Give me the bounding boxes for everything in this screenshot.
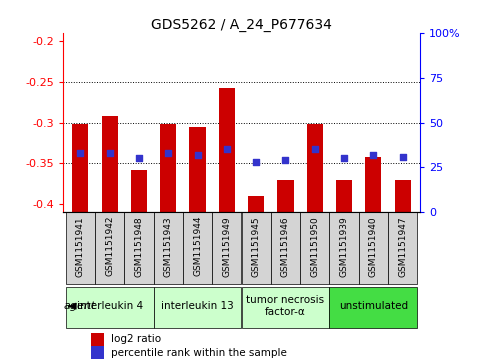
- Bar: [329, 286, 417, 328]
- Bar: [365, 157, 382, 212]
- Bar: [277, 180, 294, 212]
- Title: GDS5262 / A_24_P677634: GDS5262 / A_24_P677634: [151, 18, 332, 32]
- Bar: [219, 88, 235, 212]
- Bar: [95, 212, 124, 284]
- Text: GSM1151948: GSM1151948: [134, 216, 143, 277]
- Bar: [154, 212, 183, 284]
- Point: [311, 147, 319, 152]
- Point: [369, 152, 377, 158]
- Bar: [359, 212, 388, 284]
- Bar: [271, 212, 300, 284]
- Text: log2 ratio: log2 ratio: [111, 334, 161, 344]
- Bar: [242, 286, 329, 328]
- Text: GSM1151944: GSM1151944: [193, 216, 202, 277]
- Point: [340, 156, 348, 162]
- Text: percentile rank within the sample: percentile rank within the sample: [111, 348, 287, 358]
- Text: interleukin 4: interleukin 4: [77, 301, 143, 311]
- Text: GSM1151950: GSM1151950: [310, 216, 319, 277]
- Text: tumor necrosis
factor-α: tumor necrosis factor-α: [246, 295, 325, 317]
- Bar: [154, 286, 242, 328]
- Point: [282, 157, 289, 163]
- Bar: [66, 212, 95, 284]
- Bar: [183, 212, 212, 284]
- Point: [164, 150, 172, 156]
- Bar: [242, 212, 271, 284]
- Point: [223, 147, 231, 152]
- Text: unstimulated: unstimulated: [339, 301, 408, 311]
- Text: GSM1151949: GSM1151949: [222, 216, 231, 277]
- Bar: [388, 212, 417, 284]
- Bar: [160, 124, 176, 212]
- Bar: [395, 180, 411, 212]
- Text: GSM1151945: GSM1151945: [252, 216, 261, 277]
- Bar: [101, 116, 118, 212]
- Bar: [248, 196, 264, 212]
- Bar: [72, 124, 88, 212]
- Point: [135, 156, 143, 162]
- Bar: [212, 212, 242, 284]
- Bar: [329, 212, 359, 284]
- Bar: [189, 127, 206, 212]
- Text: GSM1151942: GSM1151942: [105, 216, 114, 277]
- Bar: [131, 170, 147, 212]
- Text: GSM1151946: GSM1151946: [281, 216, 290, 277]
- Bar: [300, 212, 329, 284]
- Bar: [66, 286, 154, 328]
- Text: GSM1151943: GSM1151943: [164, 216, 173, 277]
- Text: agent: agent: [63, 301, 96, 311]
- Point: [399, 154, 407, 160]
- Bar: [124, 212, 154, 284]
- Text: GSM1151941: GSM1151941: [76, 216, 85, 277]
- Point: [252, 159, 260, 165]
- Point: [194, 152, 201, 158]
- Bar: [336, 180, 352, 212]
- Text: interleukin 13: interleukin 13: [161, 301, 234, 311]
- Text: GSM1151940: GSM1151940: [369, 216, 378, 277]
- Bar: [307, 124, 323, 212]
- Bar: [91, 346, 104, 359]
- Point: [106, 150, 114, 156]
- Text: GSM1151947: GSM1151947: [398, 216, 407, 277]
- Bar: [91, 333, 104, 346]
- Point: [76, 150, 84, 156]
- Text: GSM1151939: GSM1151939: [340, 216, 349, 277]
